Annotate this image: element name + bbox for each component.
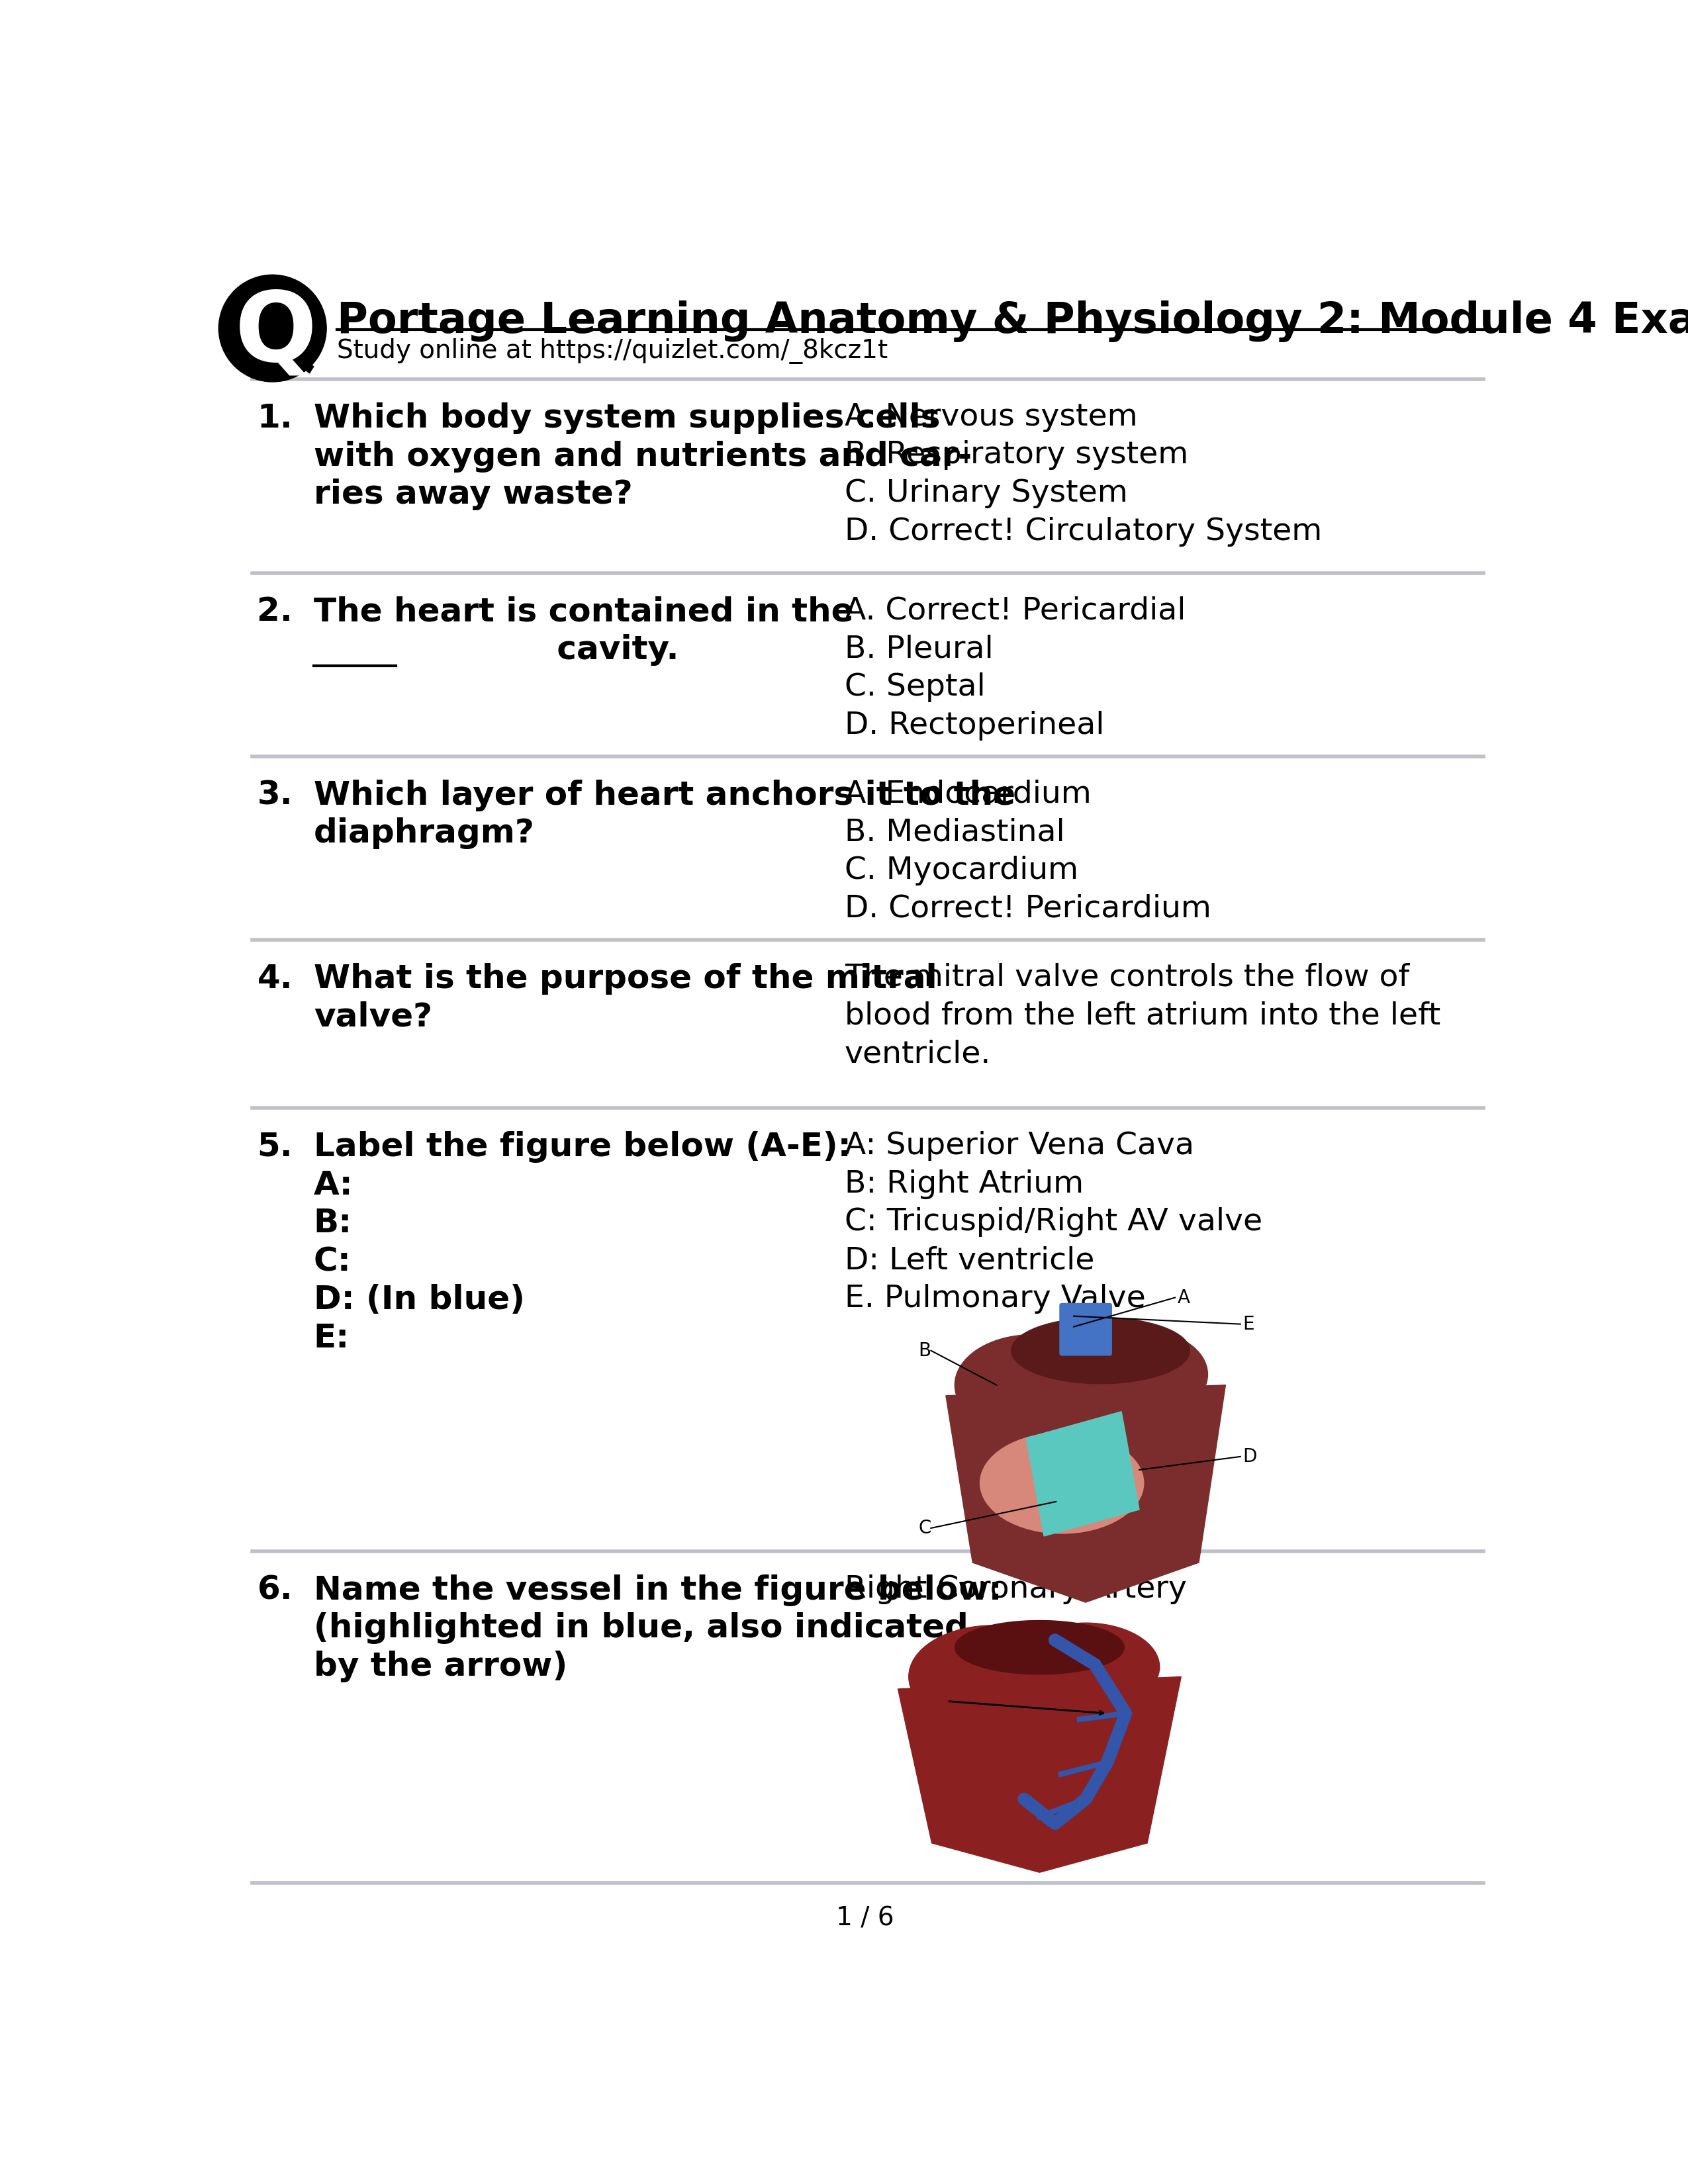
Text: A. Correct! Pericardial: A. Correct! Pericardial bbox=[844, 596, 1185, 625]
Text: 5.: 5. bbox=[257, 1131, 292, 1162]
Text: Q: Q bbox=[235, 288, 317, 380]
Text: D. Correct! Circulatory System: D. Correct! Circulatory System bbox=[844, 518, 1322, 546]
Text: blood from the left atrium into the left: blood from the left atrium into the left bbox=[844, 1000, 1440, 1031]
Text: cavity.: cavity. bbox=[314, 633, 679, 666]
Text: diaphragm?: diaphragm? bbox=[314, 817, 535, 850]
Text: B: B bbox=[918, 1341, 930, 1361]
Polygon shape bbox=[1026, 1411, 1139, 1535]
Text: by the arrow): by the arrow) bbox=[314, 1651, 567, 1682]
FancyBboxPatch shape bbox=[1060, 1304, 1112, 1356]
Text: C. Myocardium: C. Myocardium bbox=[844, 856, 1079, 885]
Ellipse shape bbox=[908, 1625, 1079, 1728]
Ellipse shape bbox=[1011, 1317, 1190, 1385]
Text: C: C bbox=[918, 1518, 932, 1538]
Ellipse shape bbox=[955, 1621, 1124, 1675]
Text: A: Superior Vena Cava: A: Superior Vena Cava bbox=[844, 1131, 1193, 1160]
Text: 1 / 6: 1 / 6 bbox=[836, 1907, 895, 1931]
Text: D. Correct! Pericardium: D. Correct! Pericardium bbox=[844, 893, 1212, 924]
Ellipse shape bbox=[955, 1334, 1109, 1435]
Text: Label the figure below (A-E):: Label the figure below (A-E): bbox=[314, 1131, 851, 1162]
Text: E: E bbox=[1242, 1315, 1254, 1334]
Text: C. Septal: C. Septal bbox=[844, 673, 986, 701]
Text: E. Pulmonary Valve: E. Pulmonary Valve bbox=[844, 1284, 1146, 1313]
Text: Which body system supplies cells: Which body system supplies cells bbox=[314, 402, 940, 435]
Text: Right Coronary Artery: Right Coronary Artery bbox=[844, 1575, 1187, 1603]
Text: ries away waste?: ries away waste? bbox=[314, 478, 633, 511]
Polygon shape bbox=[297, 356, 314, 373]
Text: valve?: valve? bbox=[314, 1000, 432, 1033]
Text: 2.: 2. bbox=[257, 596, 292, 627]
Text: D: (In blue): D: (In blue) bbox=[314, 1284, 525, 1315]
Text: (highlighted in blue, also indicated: (highlighted in blue, also indicated bbox=[314, 1612, 969, 1645]
Text: B. Pleural: B. Pleural bbox=[844, 633, 993, 664]
Text: 4.: 4. bbox=[257, 963, 292, 994]
Text: 3.: 3. bbox=[257, 780, 292, 810]
Text: D. Rectoperineal: D. Rectoperineal bbox=[844, 710, 1104, 740]
Text: 1.: 1. bbox=[257, 402, 292, 435]
Text: Study online at https://quizlet.com/_8kcz1t: Study online at https://quizlet.com/_8kc… bbox=[336, 339, 888, 365]
Text: The heart is contained in the: The heart is contained in the bbox=[314, 596, 854, 627]
Text: A:: A: bbox=[314, 1168, 353, 1201]
Text: What is the purpose of the mitral: What is the purpose of the mitral bbox=[314, 963, 937, 994]
Text: A. Endocardium: A. Endocardium bbox=[844, 780, 1092, 808]
Text: C. Urinary System: C. Urinary System bbox=[844, 478, 1128, 509]
Text: D: D bbox=[1242, 1448, 1258, 1465]
Ellipse shape bbox=[1011, 1623, 1160, 1710]
Text: Name the vessel in the figure below:: Name the vessel in the figure below: bbox=[314, 1575, 1001, 1605]
Text: ventricle.: ventricle. bbox=[844, 1040, 991, 1068]
Text: E:: E: bbox=[314, 1321, 349, 1354]
Text: B. Respiratory system: B. Respiratory system bbox=[844, 441, 1188, 470]
Text: B:: B: bbox=[314, 1208, 353, 1238]
Text: B. Mediastinal: B. Mediastinal bbox=[844, 817, 1065, 847]
Text: Portage Learning Anatomy & Physiology 2: Module 4 Exam: Portage Learning Anatomy & Physiology 2:… bbox=[336, 299, 1688, 343]
Text: D: Left ventricle: D: Left ventricle bbox=[844, 1245, 1094, 1275]
Text: Which layer of heart anchors it to the: Which layer of heart anchors it to the bbox=[314, 780, 1014, 810]
Ellipse shape bbox=[1070, 1330, 1207, 1420]
Text: A: A bbox=[1178, 1289, 1190, 1306]
Polygon shape bbox=[945, 1385, 1225, 1603]
Text: B: Right Atrium: B: Right Atrium bbox=[844, 1168, 1084, 1199]
Text: C:: C: bbox=[314, 1245, 351, 1278]
Circle shape bbox=[219, 275, 326, 382]
Text: 6.: 6. bbox=[257, 1575, 292, 1605]
Text: A. Nervous system: A. Nervous system bbox=[844, 402, 1138, 432]
Text: C: Tricuspid/Right AV valve: C: Tricuspid/Right AV valve bbox=[844, 1208, 1263, 1236]
Ellipse shape bbox=[981, 1433, 1144, 1533]
Polygon shape bbox=[898, 1677, 1182, 1872]
Text: with oxygen and nutrients and car-: with oxygen and nutrients and car- bbox=[314, 441, 972, 472]
Text: The mitral valve controls the flow of: The mitral valve controls the flow of bbox=[844, 963, 1409, 992]
